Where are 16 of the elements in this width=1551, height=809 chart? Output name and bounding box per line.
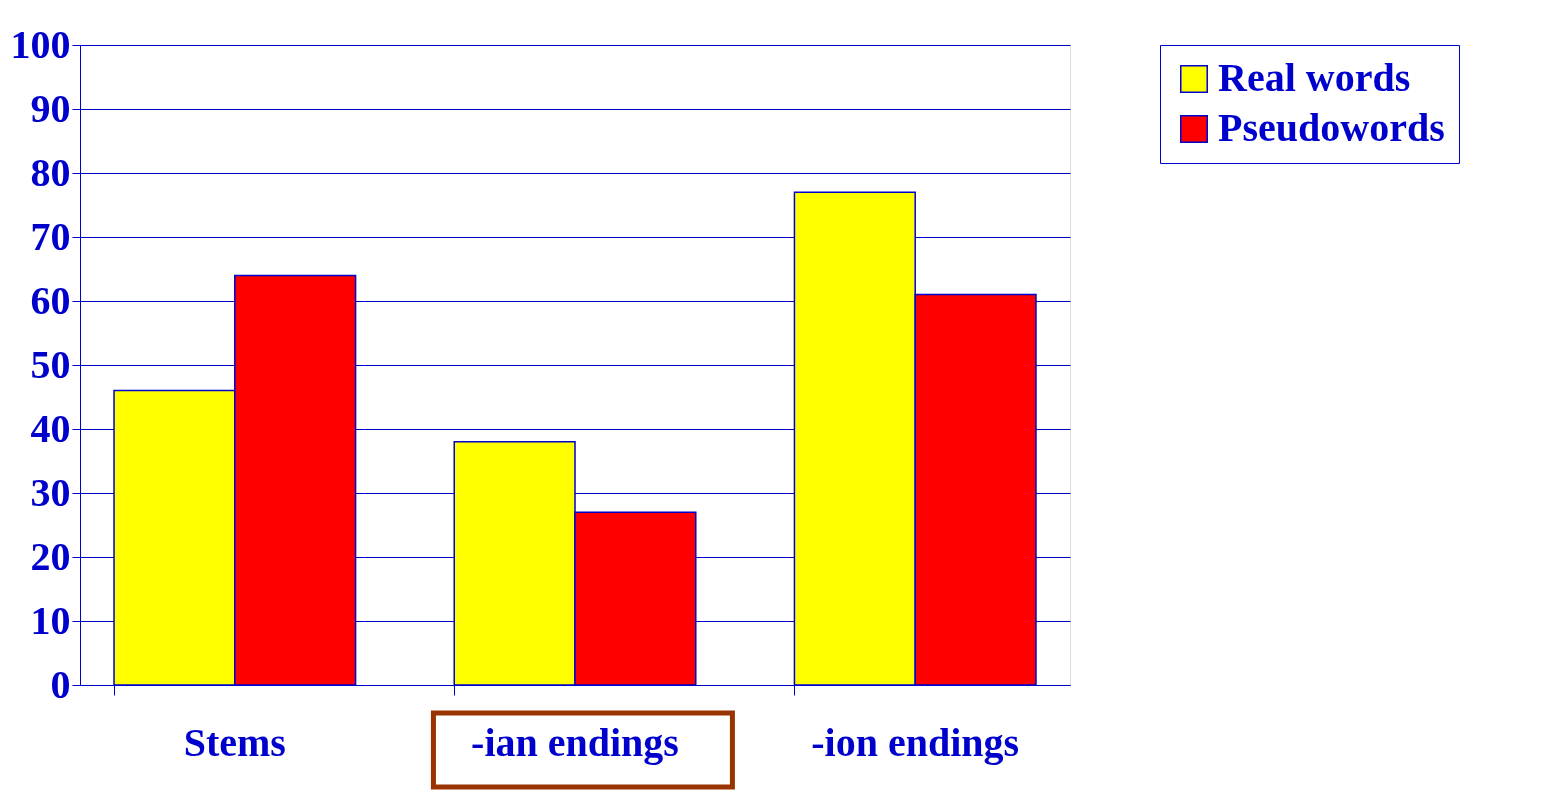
y-tick-label: 50 [30,341,71,387]
x-tick-label: -ian endings [471,719,679,765]
legend-label: Pseudowords [1218,105,1445,150]
y-tick-label: 30 [30,469,71,515]
y-tick-label: 40 [30,405,71,451]
y-tick-label: 0 [50,661,71,707]
x-tick-label: Stems [183,719,286,765]
y-tick-label: 100 [10,21,71,67]
y-tick-label: 60 [30,277,71,323]
y-tick-label: 20 [30,533,71,579]
x-tick-label: -ion endings [811,719,1020,765]
y-tick-label: 90 [30,85,71,131]
y-tick-label: 70 [30,213,71,259]
y-tick-label: 10 [30,597,71,643]
legend-label: Real words [1218,55,1411,100]
y-tick-label: 80 [30,149,71,195]
